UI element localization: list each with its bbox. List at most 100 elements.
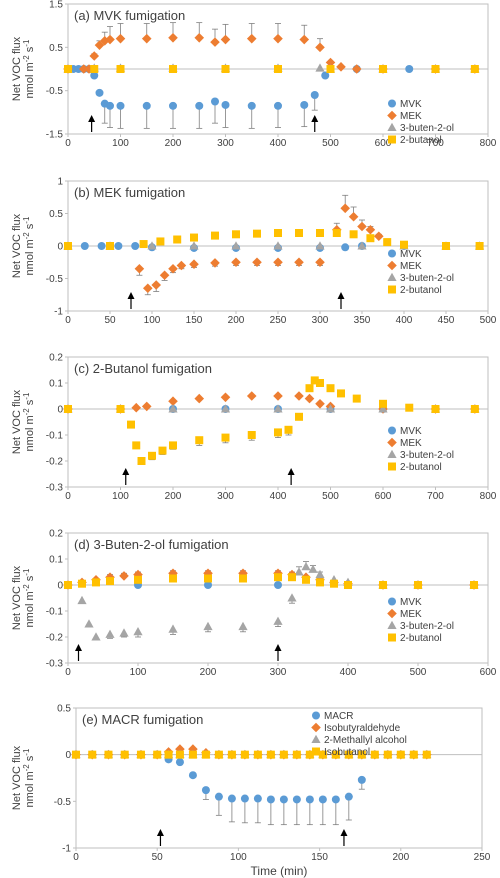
x-axis-label: Time (min) xyxy=(251,864,308,878)
legend-label: MVK xyxy=(400,99,422,110)
legend-label: 2-butanol xyxy=(400,135,442,146)
data-point xyxy=(168,396,178,406)
data-point xyxy=(119,571,129,581)
data-point xyxy=(195,101,204,110)
data-point xyxy=(273,391,283,401)
legend-entry: 3-buten-2-ol xyxy=(387,272,454,284)
x-tick-label: 100 xyxy=(112,491,129,502)
data-point xyxy=(133,627,143,636)
data-point xyxy=(405,403,414,412)
legend-entry: 3-buten-2-ol xyxy=(387,449,454,461)
data-point xyxy=(299,34,310,45)
x-tick-label: 500 xyxy=(322,491,339,502)
data-point xyxy=(344,750,353,759)
x-tick-label: 400 xyxy=(270,491,287,502)
series-MEK xyxy=(134,194,384,296)
data-point xyxy=(91,632,101,641)
data-point xyxy=(105,629,115,638)
y-tick-label: -0.3 xyxy=(46,483,64,494)
data-point xyxy=(431,65,440,73)
data-point xyxy=(247,431,256,439)
data-point xyxy=(220,392,231,403)
data-point xyxy=(90,65,99,73)
x-tick-label: 600 xyxy=(375,491,392,502)
legend-entry: 2-butanol xyxy=(388,285,442,296)
data-point xyxy=(239,574,247,583)
x-tick-label: 0 xyxy=(65,491,71,502)
data-point xyxy=(365,224,376,235)
y-tick-label: -0.3 xyxy=(46,659,64,670)
data-point xyxy=(442,242,450,250)
data-point xyxy=(252,257,262,268)
chart-title: (b) MEK fumigation xyxy=(74,185,185,200)
data-point xyxy=(470,65,479,73)
legend-marker xyxy=(387,437,397,448)
data-point xyxy=(315,241,325,250)
data-point xyxy=(80,242,89,250)
plot-frame xyxy=(75,707,483,849)
data-point xyxy=(351,64,362,74)
data-point xyxy=(273,33,283,44)
data-point xyxy=(151,280,161,290)
data-point xyxy=(227,794,236,803)
arrow-icon xyxy=(311,115,319,132)
data-point xyxy=(142,101,151,110)
data-point xyxy=(422,750,431,759)
series-Isobutanol xyxy=(72,750,431,759)
data-point xyxy=(78,579,86,588)
legend-label: 3-buten-2-ol xyxy=(400,273,454,284)
data-point xyxy=(148,451,156,460)
arrow-icon xyxy=(88,115,96,132)
data-point xyxy=(240,750,249,759)
legend-marker xyxy=(311,722,321,733)
legend-label: MACR xyxy=(324,711,353,722)
data-point xyxy=(204,574,212,583)
data-point xyxy=(352,394,361,403)
data-point xyxy=(315,399,325,409)
data-point xyxy=(64,242,72,250)
x-tick-label: 200 xyxy=(392,852,409,863)
data-point xyxy=(158,446,167,455)
legend-label: MEK xyxy=(400,438,422,449)
data-point xyxy=(475,242,484,250)
x-tick-label: 300 xyxy=(217,138,234,149)
y-tick-label: 0.2 xyxy=(49,529,63,540)
y-axis-label: Net VOC fluxnmol m-2 s-1 xyxy=(11,213,36,278)
legend-entry: MVK xyxy=(388,249,422,260)
chart-title: (d) 3-Buten-2-ol fumigation xyxy=(74,537,229,552)
data-point xyxy=(141,401,152,412)
chart-panel-4: 0 50 100 150 200 250 -1 -0.5 0 0.5 (e) MACR fumiga… xyxy=(11,704,491,878)
data-point xyxy=(104,750,113,759)
legend-marker xyxy=(387,620,397,629)
x-tick-label: 400 xyxy=(396,315,413,326)
legend-label: MVK xyxy=(400,597,422,608)
data-point xyxy=(308,564,318,573)
data-point xyxy=(294,257,304,268)
data-point xyxy=(300,100,309,109)
data-point xyxy=(143,283,153,294)
data-point xyxy=(253,750,262,759)
y-axis-label: Net VOC fluxnmol m-2 s-1 xyxy=(11,565,36,630)
data-point xyxy=(141,33,152,44)
data-point xyxy=(194,393,205,404)
data-point xyxy=(357,221,367,232)
legend-marker xyxy=(388,135,396,144)
y-tick-label: 0 xyxy=(65,750,71,761)
data-point xyxy=(274,573,282,582)
data-point xyxy=(348,211,359,222)
data-point xyxy=(247,101,256,110)
data-point xyxy=(77,595,87,605)
y-tick-label: -0.1 xyxy=(46,431,64,442)
y-tick-label: -0.5 xyxy=(46,274,64,285)
x-tick-label: 700 xyxy=(427,138,444,149)
data-point xyxy=(238,621,248,631)
x-tick-label: 50 xyxy=(104,315,116,326)
series-2-butanol xyxy=(64,376,479,465)
data-point xyxy=(194,33,205,43)
data-point xyxy=(315,569,325,579)
data-point xyxy=(214,750,223,759)
data-point xyxy=(156,237,165,246)
legend-marker xyxy=(388,285,396,294)
x-tick-label: 100 xyxy=(144,315,161,326)
data-point xyxy=(344,581,352,589)
